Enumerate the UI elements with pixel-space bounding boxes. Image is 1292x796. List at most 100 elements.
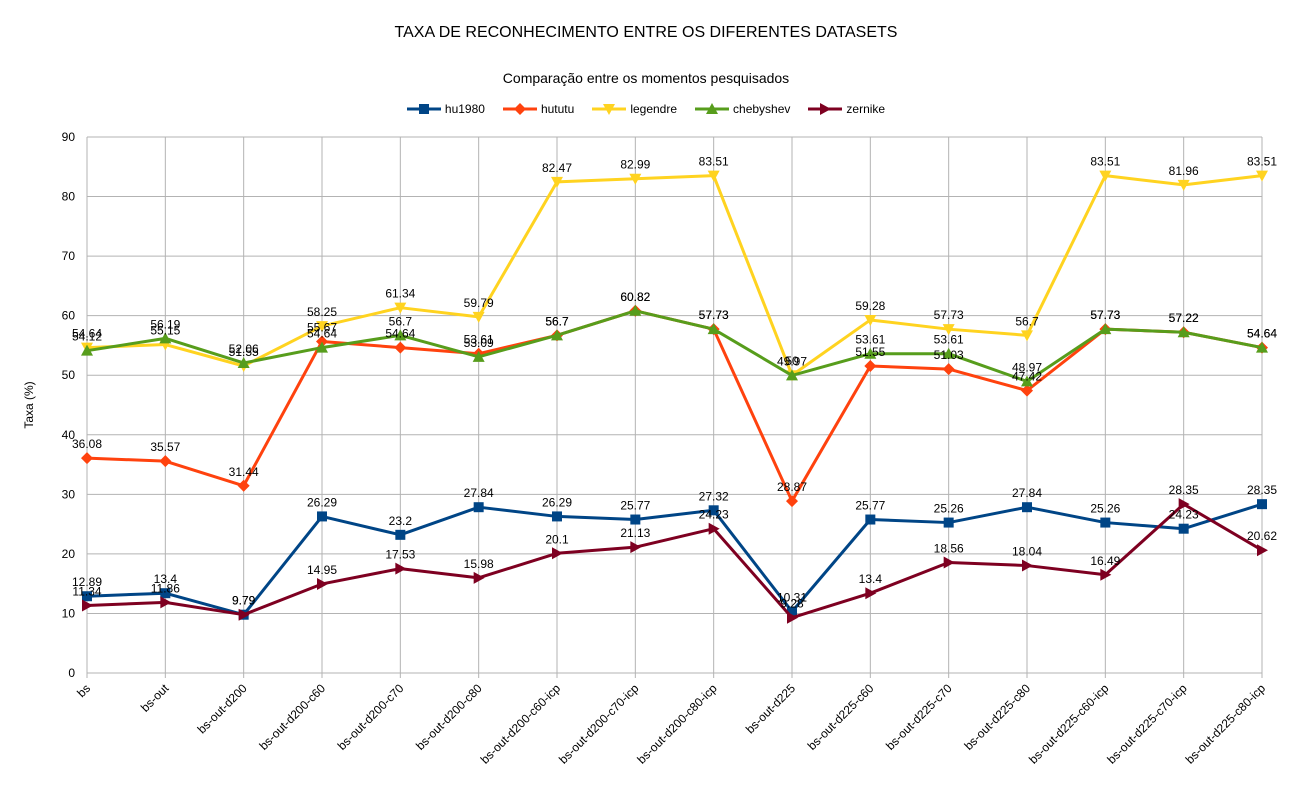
data-label: 21.13 [620,526,650,540]
x-tick-label: bs-out-d225-c60-icp [1026,681,1112,767]
data-point [603,104,616,115]
data-label: 24.23 [699,508,729,522]
x-tick-label: bs-out-d225 [743,681,798,736]
data-label: 18.56 [934,541,964,555]
data-point [1099,323,1112,335]
data-point [395,529,406,540]
y-tick-label: 90 [62,130,76,144]
y-tick-label: 70 [62,249,76,263]
data-label: 27.84 [464,486,494,500]
data-point [1177,179,1190,191]
x-tick-label: bs-out-d200 [195,681,250,736]
data-point [316,335,328,348]
data-point [551,329,563,341]
data-point [707,170,720,182]
legend-item: hu1980 [406,102,485,116]
series-hu1980 [82,499,1267,620]
x-tick-label: bs-out-d225-c70 [883,681,955,753]
data-point [237,479,250,492]
data-point [1022,502,1032,513]
data-label: 82.47 [542,161,572,175]
data-point [1099,170,1112,182]
data-point [1178,498,1190,511]
data-point [1178,523,1189,534]
data-point [159,455,172,468]
x-tick-label: bs-out [138,681,172,715]
data-point [472,311,485,323]
data-label: 9.79 [232,594,256,608]
data-label: 51.55 [229,345,259,359]
data-label: 48.97 [1012,360,1042,374]
data-point [81,452,93,465]
data-point [708,522,720,535]
data-label: 36.08 [72,437,102,451]
data-point [160,596,172,609]
data-label: 49.97 [777,354,807,368]
data-label: 56.7 [1015,314,1039,328]
legend-label: zernike [846,102,886,116]
data-label: 52.06 [229,342,259,356]
data-point [1256,170,1268,182]
data-point [1022,559,1033,572]
series-zernike [82,498,1268,624]
data-label: 11.86 [151,581,180,595]
data-label: 59.28 [855,299,885,313]
data-point [513,103,526,115]
data-label: 14.95 [307,563,337,577]
y-tick-label: 30 [62,487,76,501]
legend-swatch [592,104,627,115]
data-point [1257,499,1267,510]
data-point [160,588,171,599]
series-line [86,174,1263,377]
legend-label: chebyshev [733,102,791,116]
data-point [316,341,328,353]
series-hututu [81,304,1268,508]
data-label: 54.64 [72,327,102,341]
data-label: 56.7 [389,314,413,328]
y-tick-label: 10 [62,606,76,620]
data-point [1100,517,1111,528]
data-point [473,502,484,513]
data-point [82,599,93,612]
data-point [942,363,955,376]
legend-label: legendre [630,102,678,116]
data-point [81,344,93,356]
data-label: 56.7 [545,314,569,328]
data-label: 18.04 [1012,545,1042,559]
legend-label: hututu [540,102,575,116]
data-label: 28.87 [777,480,807,494]
data-label: 20.62 [1247,529,1277,543]
x-tick-label: bs-out-d200-c70 [335,681,407,753]
data-label: 61.34 [385,287,415,301]
data-label: 50 [785,354,799,368]
data-label: 17.53 [385,548,415,562]
data-point [473,571,485,584]
data-point [394,302,407,314]
data-label: 51.03 [934,348,964,362]
y-tick-label: 60 [62,309,76,323]
data-point [787,606,797,617]
data-label: 31.44 [229,465,259,479]
data-label: 35.57 [150,440,180,454]
data-point [786,495,798,508]
x-tick-label: bs-out-d225-c60 [805,681,877,753]
data-label: 54.64 [385,327,415,341]
data-point [1021,384,1033,397]
series-line [86,309,1263,383]
x-tick-label: bs-out-d200-c80-icp [634,681,720,767]
data-label: 47.42 [1012,370,1042,384]
data-label: 57.73 [699,308,729,322]
data-label: 83.51 [1090,155,1120,169]
data-label: 57.73 [1090,308,1120,322]
chart-title: TAXA DE RECONHECIMENTO ENTRE OS DIFERENT… [394,24,898,41]
data-point [864,314,877,326]
x-tick-label: bs [74,681,93,700]
data-label: 20.1 [545,532,569,546]
data-label: 28.35 [1169,483,1199,497]
data-label: 58.25 [307,305,337,319]
data-point [552,547,563,560]
legend-swatch [695,103,730,114]
data-label: 53.61 [855,333,885,347]
x-tick-label: bs-out-d225-c80-icp [1183,681,1269,767]
